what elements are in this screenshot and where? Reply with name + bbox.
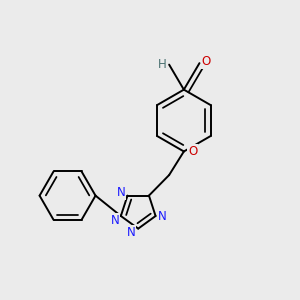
Text: O: O <box>188 145 197 158</box>
Text: H: H <box>158 58 167 71</box>
Text: N: N <box>158 209 167 223</box>
Text: N: N <box>127 226 135 239</box>
Text: O: O <box>202 55 211 68</box>
Text: N: N <box>111 214 119 226</box>
Text: N: N <box>116 186 125 199</box>
